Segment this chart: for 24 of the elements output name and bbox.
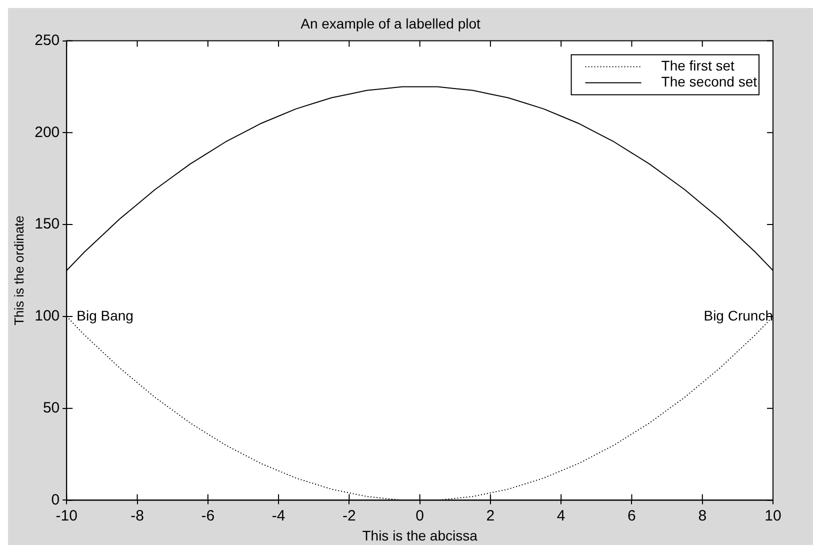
x-axis-title: This is the abcissa [362,527,478,544]
legend-label: The second set [661,74,758,90]
x-tick-label: 4 [556,507,566,524]
x-tick-label: 10 [764,507,782,524]
x-tick-label: -10 [56,507,78,524]
legend-label: The first set [661,58,735,74]
x-tick-label: -6 [201,507,215,524]
y-tick-label: 150 [34,216,60,233]
y-tick-label: 50 [42,399,60,416]
annotation: Big Crunch [704,307,773,324]
x-tick-label: -8 [130,507,144,524]
x-tick-label: 2 [486,507,495,524]
y-axis-title: This is the ordinate [11,216,26,326]
x-tick-label: 6 [628,507,636,524]
x-tick-label: -4 [272,507,286,524]
x-tick-label: 0 [416,507,424,524]
y-tick-label: 100 [34,308,60,325]
y-tick-label: 200 [34,124,60,141]
chart-title: An example of a labelled plot [300,15,480,32]
y-tick-label: 250 [34,32,60,49]
x-tick-label: -2 [342,507,356,524]
x-tick-label: 8 [698,507,707,524]
annotation: Big Bang [76,307,134,324]
y-tick-label: 0 [51,491,60,508]
